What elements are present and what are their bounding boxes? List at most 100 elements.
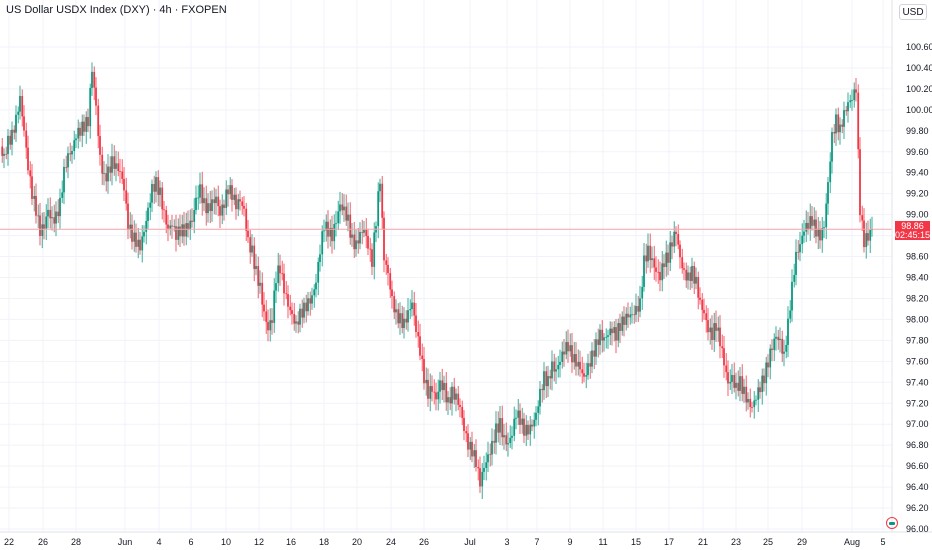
time-tick-label: 12 [254,537,264,547]
time-tick-label: 26 [38,537,48,547]
candle-body [207,203,209,214]
candle-body [697,276,700,298]
candle-body [835,114,837,134]
candle-body [445,382,448,403]
candle-body [485,462,488,468]
candle-body [537,406,540,413]
candle-body [495,423,497,443]
candle-body [607,335,609,337]
candle-body [281,273,284,275]
price-tick-label: 97.80 [906,335,929,345]
candle-body [359,231,361,244]
candle-body [291,310,293,314]
candle-body [471,441,473,457]
time-tick-label: 28 [71,537,81,547]
candle-body [505,435,508,445]
currency-button[interactable]: USD [899,4,927,20]
candle-body [133,232,136,242]
candle-body [483,467,485,472]
candle-body [823,227,825,229]
candle-body [813,219,816,226]
candle-body [147,207,149,221]
candle-body [825,203,828,228]
candles [1,62,873,499]
candle-body [201,184,204,204]
candle-body [775,336,777,339]
candle-body [659,271,661,281]
flag-icon[interactable] [886,517,898,529]
candle-body [385,260,388,265]
candle-body [565,342,568,355]
candle-body [377,191,380,227]
candle-body [507,443,509,445]
candle-body [695,276,697,284]
candle-body [645,255,648,262]
candle-body [417,332,420,337]
time-axis[interactable]: 22 26 28 Jun 4 6 10 12 16 18 20 24 26 Jul 3 7 9 11 15 17 21 2… [4,537,886,547]
candle-body [53,217,56,224]
candle-body [587,363,589,376]
candle-body [785,344,788,352]
candle-body [859,149,861,216]
candle-body [395,309,397,313]
candle-body [3,153,5,156]
candle-body [749,398,752,408]
candle-body [463,417,465,432]
candle-body [275,283,277,291]
candle-body [425,379,428,384]
candle-body [691,266,693,281]
candle-body [351,234,353,238]
candle-body [15,114,17,133]
candle-body [641,286,644,299]
candle-body [419,336,421,356]
candle-body [465,431,468,434]
candle-body [427,379,429,399]
candle-body [79,127,81,136]
candle-body [125,190,128,204]
candle-body [595,339,597,357]
candle-body [673,231,676,247]
candle-body [235,194,237,210]
time-tick-label: 22 [4,537,14,547]
candle-body [41,224,44,236]
candle-body [553,361,556,372]
candle-body [631,314,633,316]
candle-body [151,183,153,203]
price-axis[interactable]: 100.60 100.40 100.20 100.00 99.80 99.60 99.40 9… [906,42,932,534]
candle-body [531,424,533,427]
candle-body [337,211,340,224]
candle-body [63,166,65,193]
candle-body [599,329,601,345]
candle-body [411,302,413,310]
price-tick-label: 99.20 [906,189,929,199]
candle-body [773,338,776,351]
candle-body [37,215,40,217]
candle-body [301,308,304,318]
candle-body [55,211,57,224]
candle-body [671,242,673,247]
candle-body [51,217,53,219]
time-tick-label: 15 [631,537,641,547]
candle-body [717,327,720,331]
price-tick-label: 96.40 [906,482,929,492]
candle-body [809,216,812,230]
price-tick-label: 99.00 [906,210,929,220]
candle-body [439,380,441,392]
candle-body [731,375,733,382]
candle-body [447,397,449,403]
candle-body [643,255,645,287]
candle-body [625,313,628,325]
candle-body [93,71,96,88]
candle-body [295,321,297,324]
time-tick-label: 4 [156,537,161,547]
candle-body [433,391,436,393]
candle-body [499,418,501,433]
candle-body [139,239,141,251]
price-tick-label: 100.40 [906,63,932,73]
candle-body [489,454,492,456]
candle-body [111,156,113,173]
candle-body [117,163,120,172]
candle-body [29,170,32,177]
time-tick-label: 24 [386,537,396,547]
